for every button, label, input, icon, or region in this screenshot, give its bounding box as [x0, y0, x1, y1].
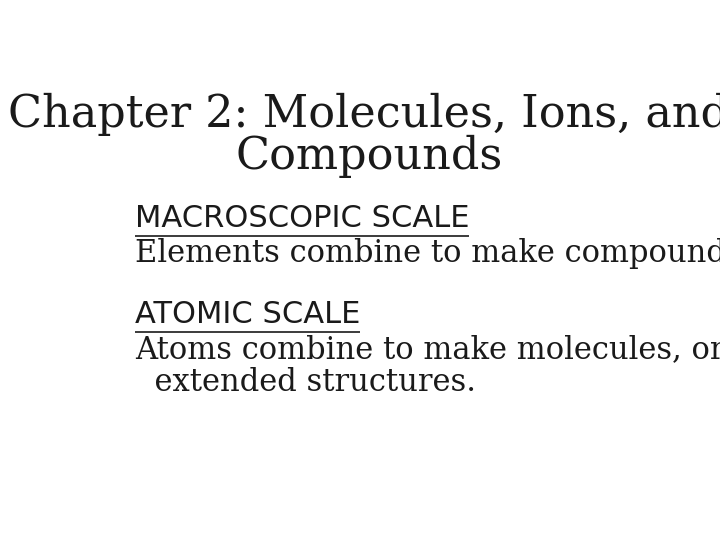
Text: ATOMIC SCALE: ATOMIC SCALE	[135, 300, 360, 329]
Text: Chapter 2: Molecules, Ions, and: Chapter 2: Molecules, Ions, and	[9, 93, 720, 136]
Text: MACROSCOPIC SCALE: MACROSCOPIC SCALE	[135, 204, 469, 233]
Text: Elements combine to make compounds.: Elements combine to make compounds.	[135, 239, 720, 269]
Text: Atoms combine to make molecules, or: Atoms combine to make molecules, or	[135, 334, 720, 365]
Text: extended structures.: extended structures.	[135, 367, 476, 399]
Text: Compounds: Compounds	[235, 134, 503, 178]
